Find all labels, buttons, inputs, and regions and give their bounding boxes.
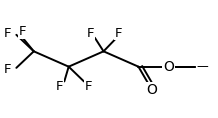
Text: F: F xyxy=(4,63,11,76)
Text: F: F xyxy=(19,25,27,38)
Text: O: O xyxy=(146,83,157,97)
Text: F: F xyxy=(56,80,64,93)
Text: O: O xyxy=(164,60,174,74)
Text: —: — xyxy=(196,60,208,73)
Text: F: F xyxy=(115,27,123,40)
Text: F: F xyxy=(85,80,92,93)
Text: F: F xyxy=(4,27,11,40)
Text: F: F xyxy=(87,27,94,40)
